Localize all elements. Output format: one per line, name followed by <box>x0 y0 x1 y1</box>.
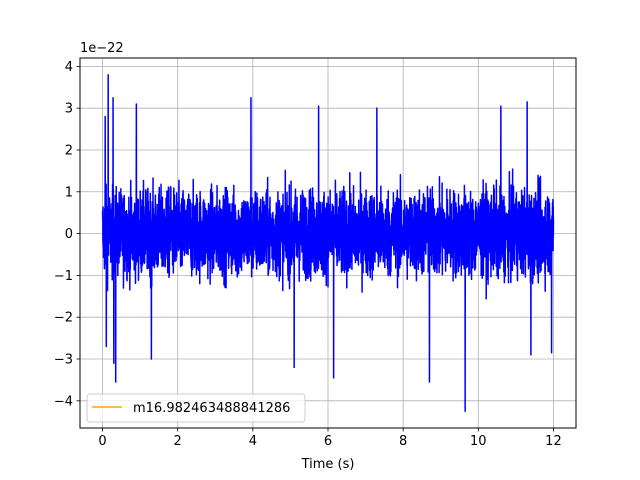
y-tick-label: 0 <box>65 227 73 242</box>
y-tick-label: 3 <box>65 102 73 117</box>
y-tick-label: 1 <box>65 185 73 200</box>
y-axis-ticks: −4 −3 −2 −1 0 1 2 3 4 <box>54 60 80 409</box>
y-tick-label: −1 <box>54 269 73 284</box>
x-tick-label: 4 <box>249 434 257 449</box>
legend-box <box>86 393 306 423</box>
y-tick-label: 4 <box>65 60 73 75</box>
y-tick-label: 2 <box>65 143 73 158</box>
y-tick-label: −4 <box>54 394 73 409</box>
y-tick-label: −2 <box>54 311 73 326</box>
x-tick-label: 8 <box>399 434 407 449</box>
x-tick-label: 12 <box>545 434 562 449</box>
x-axis-label: Time (s) <box>301 457 355 472</box>
y-tick-label: −3 <box>54 353 73 368</box>
x-tick-label: 10 <box>470 434 487 449</box>
x-axis-ticks: 0 2 4 6 8 10 12 <box>98 428 562 449</box>
legend: m16.982463488841286 <box>86 393 306 423</box>
plot-area <box>101 73 555 413</box>
x-tick-label: 6 <box>324 434 332 449</box>
x-tick-label: 0 <box>98 434 106 449</box>
y-offset-text: 1e−22 <box>80 41 124 56</box>
x-tick-label: 2 <box>174 434 182 449</box>
legend-label: m16.982463488841286 <box>133 401 290 416</box>
signal-series-line <box>101 73 555 413</box>
